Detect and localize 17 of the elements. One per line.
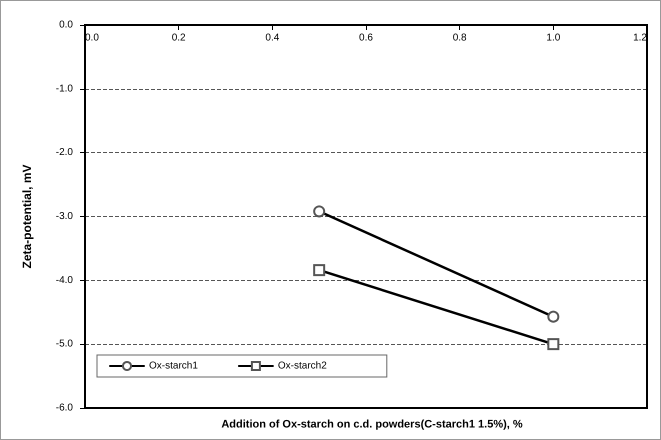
- x-tick-label: 1.2: [633, 32, 648, 44]
- x-tick-label: 0.8: [452, 32, 468, 44]
- x-axis-title: Addition of Ox-starch on c.d. powders(C-starch1 1.5%), %: [221, 418, 523, 430]
- y-tick-label: 0.0: [59, 20, 74, 30]
- x-tick-label: 0.2: [172, 32, 186, 44]
- y-axis-title: Zeta-potential, mV: [20, 164, 34, 269]
- x-tick-label: 0.6: [359, 32, 374, 44]
- y-tick-label: -3.0: [56, 211, 74, 222]
- legend-label: Ox-starch1: [149, 360, 198, 372]
- y-tick-label: -4.0: [56, 274, 74, 286]
- legend-label: Ox-starch2: [278, 360, 328, 372]
- x-tick-label: 0.4: [265, 32, 280, 44]
- y-tick-label: -1.0: [56, 83, 74, 94]
- y-tick-label: -6.0: [56, 402, 74, 414]
- y-tick-label: -5.0: [56, 338, 74, 350]
- x-tick-label: 1.0: [546, 32, 561, 44]
- y-tick-label: -2.0: [56, 147, 74, 158]
